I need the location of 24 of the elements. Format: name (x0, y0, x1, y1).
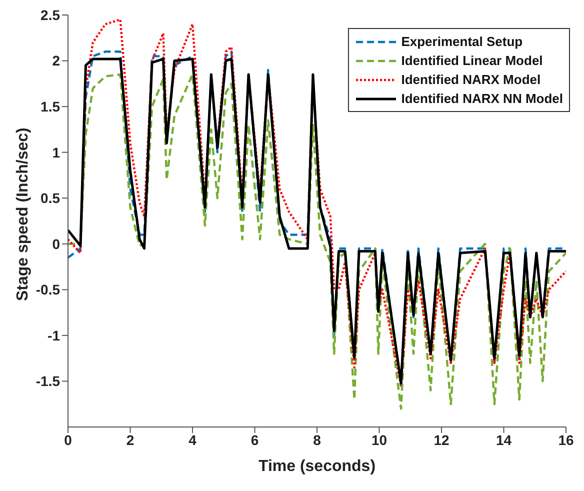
legend-label: Experimental Setup (401, 33, 523, 51)
y-tick-label: 0 (52, 236, 60, 252)
x-tick-label: 12 (434, 432, 450, 448)
y-tick-label: 2.5 (40, 6, 60, 23)
y-tick-label: -0.5 (36, 282, 60, 298)
y-tick-label: 1.5 (40, 98, 60, 115)
legend-label: Identified NARX NN Model (401, 90, 563, 108)
y-tick-label: 1 (52, 144, 60, 160)
y-tick-label: -1.5 (36, 373, 60, 390)
legend-label: Identified NARX Model (401, 71, 541, 89)
legend-label: Identified Linear Model (401, 52, 543, 70)
x-tick-label: 4 (188, 432, 197, 448)
y-tick-label: -1 (48, 327, 60, 344)
x-tick-label: 0 (64, 432, 72, 448)
x-tick-label: 6 (250, 432, 259, 448)
x-tick-label: 8 (313, 432, 322, 448)
x-tick-label: 10 (371, 432, 388, 448)
y-tick-label: 0.5 (40, 190, 60, 206)
x-tick-label: 16 (558, 432, 574, 448)
y-axis-title: Stage speed (Inch/sec) (14, 128, 32, 301)
x-tick-label: 14 (496, 432, 512, 448)
x-tick-label: 2 (126, 432, 134, 448)
y-tick-label: 2 (52, 52, 60, 69)
x-axis-title: Time (seconds) (258, 458, 376, 475)
